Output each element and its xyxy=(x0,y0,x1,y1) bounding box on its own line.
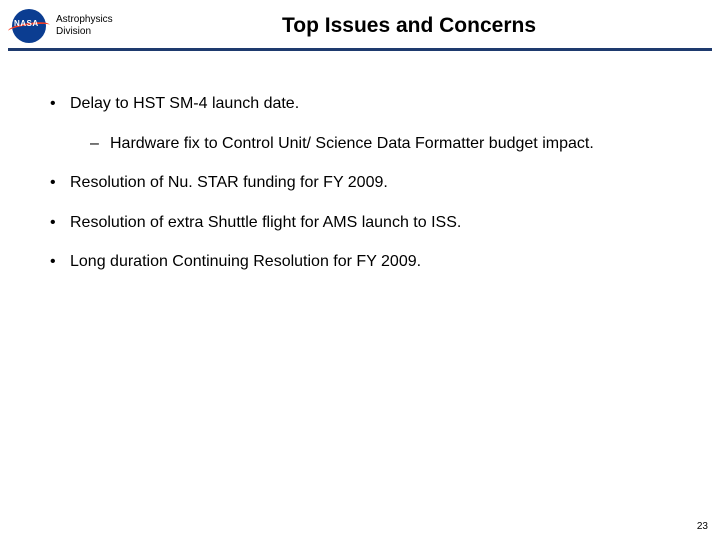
bullet-marker: • xyxy=(50,172,70,194)
bullet-text: Resolution of extra Shuttle flight for A… xyxy=(70,212,461,234)
bullet-text: Delay to HST SM-4 launch date. xyxy=(70,93,299,115)
sub-bullet-marker: – xyxy=(90,133,110,155)
nasa-logo-text: NASA xyxy=(14,19,39,28)
bullet-item: • Resolution of Nu. STAR funding for FY … xyxy=(50,172,670,194)
bullet-marker: • xyxy=(50,251,70,273)
bullet-item: • Long duration Continuing Resolution fo… xyxy=(50,251,670,273)
bullet-text: Long duration Continuing Resolution for … xyxy=(70,251,421,273)
slide-header: NASA Astrophysics Division Top Issues an… xyxy=(0,0,720,46)
bullet-marker: • xyxy=(50,93,70,115)
page-number: 23 xyxy=(697,521,708,532)
nasa-logo: NASA xyxy=(8,9,50,43)
sub-bullet-text: Hardware fix to Control Unit/ Science Da… xyxy=(110,133,594,155)
bullet-item: • Resolution of extra Shuttle flight for… xyxy=(50,212,670,234)
slide-body: • Delay to HST SM-4 launch date. – Hardw… xyxy=(0,51,720,273)
bullet-text: Resolution of Nu. STAR funding for FY 20… xyxy=(70,172,388,194)
sub-bullet-item: – Hardware fix to Control Unit/ Science … xyxy=(90,133,670,155)
bullet-item: • Delay to HST SM-4 launch date. xyxy=(50,93,670,115)
slide-title: Top Issues and Concerns xyxy=(106,14,712,38)
bullet-marker: • xyxy=(50,212,70,234)
